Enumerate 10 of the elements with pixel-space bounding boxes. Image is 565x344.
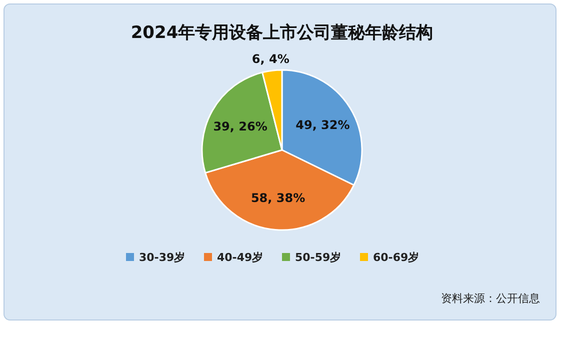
legend-label: 30-39岁 <box>139 250 186 264</box>
data-label: 58, 38% <box>250 191 306 206</box>
legend-label: 50-59岁 <box>295 250 342 264</box>
data-label: 39, 26% <box>213 119 268 134</box>
text: 资料来源：公开信息 <box>441 292 540 305</box>
chart-title: 2024年专用设备上市公司董秘年龄结构 <box>130 23 434 43</box>
data-label: 6, 4% <box>252 52 290 66</box>
data-label: 49, 32% <box>296 118 350 132</box>
legend-label: 60-69岁 <box>373 250 420 264</box>
legend-label: 40-49岁 <box>217 250 264 264</box>
